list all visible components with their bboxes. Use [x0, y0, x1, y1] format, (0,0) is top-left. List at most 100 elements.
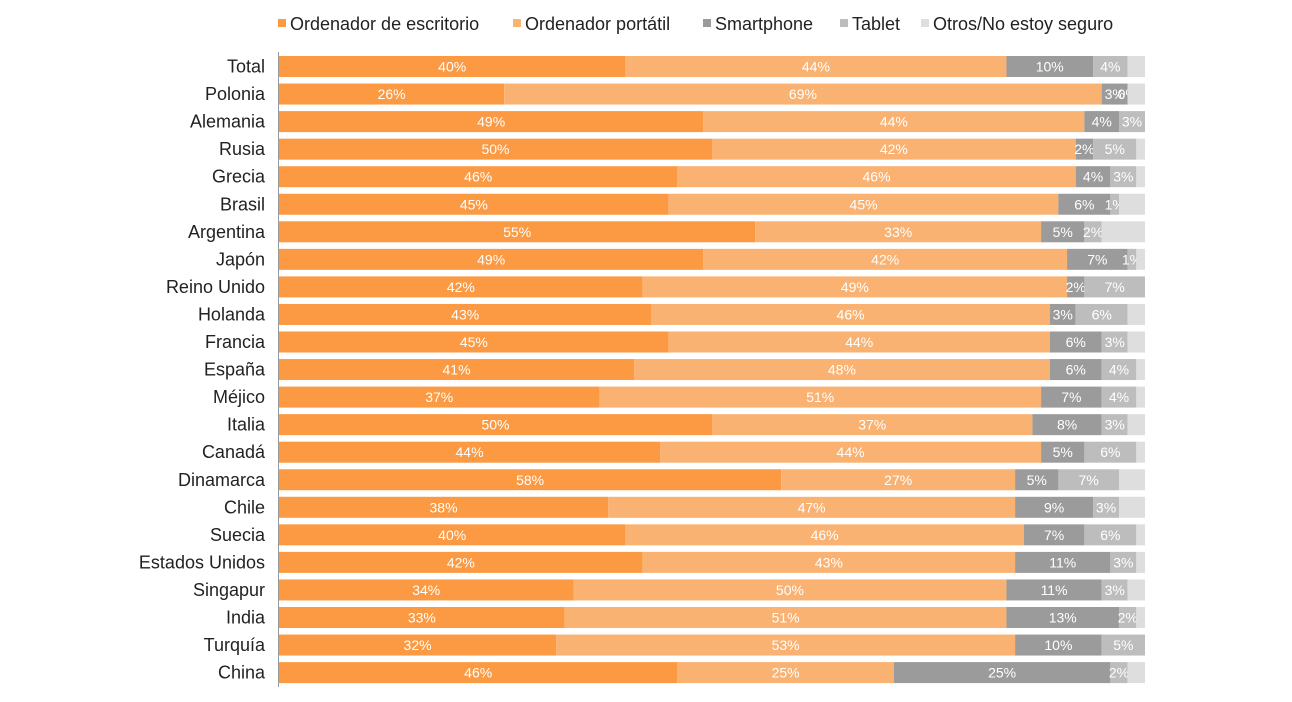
- data-label: 4%: [1109, 389, 1129, 405]
- data-label: 3%: [1113, 169, 1133, 185]
- data-label: 51%: [806, 389, 834, 405]
- category-label: Brasil: [220, 194, 265, 214]
- bar-segment-tablet: [1110, 193, 1120, 215]
- legend-item-ordenador-de-escritorio: Ordenador de escritorio: [278, 14, 479, 34]
- data-label: 58%: [516, 472, 544, 488]
- bar-segment-smartphone: [1015, 496, 1094, 518]
- bar-segment-ordenador-portatil: [625, 56, 1007, 77]
- data-label: 3%: [1053, 306, 1073, 322]
- bar-row-india: 33% 51% 13% 2%: [279, 607, 1145, 628]
- bar-segment-ordenador-de-escritorio: [279, 607, 565, 628]
- bar-segment-smartphone: [893, 662, 1111, 684]
- bar-segment-smartphone: [1041, 441, 1085, 463]
- bar-segment-tablet: [1101, 331, 1128, 353]
- bar-row-italia: 50% 37% 8% 3%: [279, 414, 1145, 436]
- data-label: 33%: [408, 610, 436, 626]
- legend-swatch: [703, 19, 711, 27]
- data-label: 6%: [1074, 196, 1094, 212]
- bar-segment-ordenador-de-escritorio: [279, 359, 635, 381]
- data-label: 37%: [425, 389, 453, 405]
- bar-segment-smartphone: [1006, 56, 1094, 77]
- bar-segment-ordenador-de-escritorio: [279, 331, 669, 353]
- category-label: Canadá: [202, 442, 266, 462]
- bar-row-reino-unido: 42% 49% 2% 7%: [279, 276, 1145, 298]
- bar-segment-ordenador-portatil: [651, 303, 1050, 325]
- data-label: 7%: [1079, 472, 1099, 488]
- bar-segment-smartphone: [1067, 248, 1128, 270]
- legend-swatch: [921, 19, 929, 27]
- legend-label: Smartphone: [715, 14, 813, 34]
- bar-segment-ordenador-portatil: [781, 469, 1016, 491]
- bar-segment-ordenador-portatil: [504, 83, 1102, 105]
- data-label: 26%: [378, 86, 406, 102]
- data-label: 38%: [430, 499, 458, 515]
- bar-row-mejico: 37% 51% 7% 4%: [279, 386, 1145, 408]
- legend-swatch: [278, 19, 286, 27]
- bar-segment-smartphone: [1049, 303, 1076, 325]
- data-label: 3%: [1113, 554, 1133, 570]
- legend-label: Tablet: [852, 14, 900, 34]
- data-label: 9%: [1044, 499, 1064, 515]
- bar-segment-ordenador-de-escritorio: [279, 414, 712, 436]
- bar-segment-ordenador-portatil: [556, 634, 1016, 656]
- data-label: 6%: [1100, 444, 1120, 460]
- bar-segment-ordenador-de-escritorio: [279, 276, 643, 298]
- bars: 40%44%10%4%26%69%3%0%49%44%4%3%50%42%2%5…: [279, 56, 1145, 684]
- legend-swatch: [840, 19, 848, 27]
- data-label: 6%: [1100, 527, 1120, 543]
- data-label: 45%: [850, 196, 878, 212]
- bar-row-japon: 49% 42% 7% 1%: [279, 248, 1145, 270]
- category-label: Estados Unidos: [139, 552, 265, 572]
- data-label: 46%: [464, 169, 492, 185]
- data-label: 3%: [1105, 86, 1125, 102]
- bar-segment-otros-no-estoy-seguro: [1119, 193, 1145, 215]
- bar-row-total: 40% 44% 10% 4%: [279, 56, 1145, 77]
- bar-segment-ordenador-portatil: [634, 359, 1050, 381]
- bar-segment-otros-no-estoy-seguro: [1127, 662, 1145, 684]
- bar-row-francia: 45% 44% 6% 3%: [279, 331, 1145, 353]
- bar-segment-smartphone: [1006, 607, 1120, 628]
- bar-segment-tablet: [1084, 524, 1137, 546]
- data-label: 40%: [438, 59, 466, 75]
- bar-segment-tablet: [1110, 551, 1137, 573]
- bar-segment-ordenador-portatil: [642, 551, 1016, 573]
- data-label: 48%: [828, 362, 856, 378]
- bar-segment-otros-no-estoy-seguro: [1119, 496, 1145, 518]
- bar-row-alemania: 49% 44% 4% 3%: [279, 111, 1145, 133]
- bar-segment-tablet: [1084, 221, 1102, 243]
- bar-segment-smartphone: [1015, 551, 1111, 573]
- category-label: Grecia: [212, 167, 266, 187]
- bar-segment-smartphone: [1067, 276, 1085, 298]
- data-label: 6%: [1092, 306, 1112, 322]
- bar-segment-smartphone: [1049, 359, 1102, 381]
- bar-segment-smartphone: [1032, 414, 1102, 436]
- bar-segment-smartphone: [1075, 138, 1094, 160]
- bar-segment-smartphone: [1058, 193, 1111, 215]
- bar-segment-ordenador-portatil: [677, 662, 894, 684]
- data-label: 46%: [837, 306, 865, 322]
- category-label: Singapur: [193, 580, 265, 600]
- bar-segment-ordenador-de-escritorio: [279, 111, 704, 133]
- legend-item-ordenador-portatil: Ordenador portátil: [513, 14, 670, 34]
- data-label: 44%: [802, 59, 830, 75]
- bar-segment-otros-no-estoy-seguro: [1119, 469, 1145, 491]
- bar-segment-otros-no-estoy-seguro: [1136, 138, 1145, 160]
- data-label: 44%: [456, 444, 484, 460]
- bar-row-chile: 38% 47% 9% 3%: [279, 496, 1145, 518]
- bar-segment-otros-no-estoy-seguro: [1127, 414, 1145, 436]
- category-label: Total: [227, 57, 265, 77]
- data-label: 25%: [988, 665, 1016, 681]
- data-label: 46%: [811, 527, 839, 543]
- category-label: Holanda: [198, 304, 266, 324]
- bar-row-canada: 44% 44% 5% 6%: [279, 441, 1145, 463]
- data-label: 47%: [798, 499, 826, 515]
- data-label: 7%: [1087, 251, 1107, 267]
- category-label: Francia: [205, 332, 266, 352]
- data-label: 2%: [1083, 224, 1103, 240]
- bar-segment-ordenador-de-escritorio: [279, 386, 600, 408]
- bar-segment-smartphone: [1015, 634, 1102, 656]
- bar-segment-ordenador-portatil: [712, 414, 1033, 436]
- data-label: 6%: [1066, 362, 1086, 378]
- legend-label: Ordenador de escritorio: [290, 14, 479, 34]
- bar-row-polonia: 26%69%3%0%: [279, 83, 1145, 105]
